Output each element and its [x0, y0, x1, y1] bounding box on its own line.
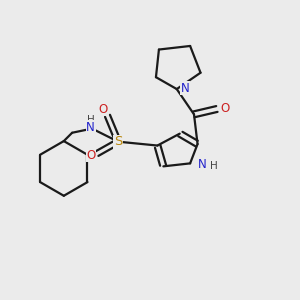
Text: H: H [87, 115, 94, 125]
Text: O: O [86, 148, 96, 162]
Text: O: O [98, 103, 108, 116]
Text: N: N [198, 158, 207, 171]
Text: O: O [220, 102, 229, 115]
Text: S: S [114, 135, 122, 148]
Text: N: N [86, 121, 95, 134]
Text: H: H [210, 161, 218, 171]
Text: N: N [181, 82, 189, 95]
